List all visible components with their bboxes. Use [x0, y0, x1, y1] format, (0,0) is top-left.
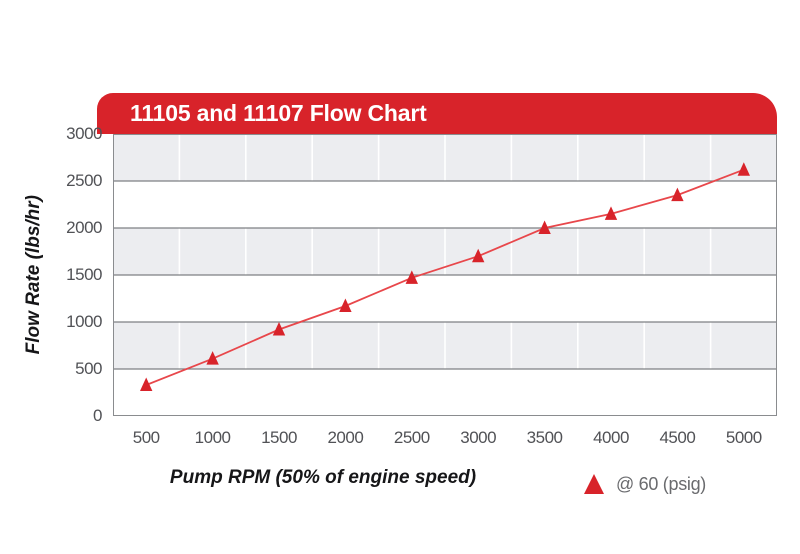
data-line	[145, 168, 745, 386]
page-title: 11105 and 11107 Flow Chart	[130, 100, 427, 126]
data-marker-triangle-icon	[671, 187, 684, 202]
data-marker-triangle-icon	[405, 270, 418, 284]
y-tick-label: 500	[75, 359, 102, 378]
data-marker-triangle-icon	[737, 162, 750, 176]
data-marker-triangle-icon	[206, 351, 219, 365]
plot-svg	[113, 134, 777, 416]
x-tick-label: 1500	[261, 428, 297, 447]
data-marker-triangle-icon	[272, 322, 286, 336]
chart-title-banner: 11105 and 11107 Flow Chart	[97, 93, 777, 134]
data-marker-triangle-icon	[538, 220, 551, 234]
x-tick-label: 5000	[725, 428, 762, 447]
y-tick-label: 1500	[66, 265, 102, 284]
x-tick-label: 500	[132, 428, 160, 447]
plot-area	[113, 134, 777, 416]
x-tick-label: 3500	[526, 428, 563, 447]
x-tick-label: 3000	[460, 428, 497, 447]
x-axis-title: Pump RPM (50% of engine speed)	[169, 467, 477, 488]
x-tick-label: 1000	[194, 428, 231, 447]
x-tick-label: 4000	[593, 428, 629, 447]
x-tick-label: 4500	[659, 428, 696, 447]
x-tick-label: 2500	[393, 428, 430, 447]
y-tick-label: 0	[93, 406, 102, 425]
plot-border	[113, 134, 777, 416]
y-tick-label: 1000	[66, 312, 102, 331]
data-marker-triangle-icon	[140, 377, 153, 391]
y-tick-label: 3000	[66, 124, 102, 143]
data-marker-triangle-icon	[604, 206, 618, 220]
y-tick-label: 2500	[66, 171, 102, 190]
data-marker-triangle-icon	[472, 248, 485, 263]
legend-marker-triangle-icon	[584, 474, 604, 494]
x-axis-tick-labels: 500 1000 1500 2000 2500 3000 3500 4000 4500 5000	[113, 429, 777, 449]
y-axis-tick-labels: 3000 2500 2000 1500 1000 500 0	[0, 125, 102, 425]
legend-label: @ 60 (psig)	[616, 473, 707, 494]
y-tick-label: 2000	[66, 218, 102, 237]
legend: @ 60 (psig)	[584, 471, 706, 497]
x-tick-label: 2000	[327, 428, 364, 447]
data-marker-triangle-icon	[339, 298, 352, 313]
